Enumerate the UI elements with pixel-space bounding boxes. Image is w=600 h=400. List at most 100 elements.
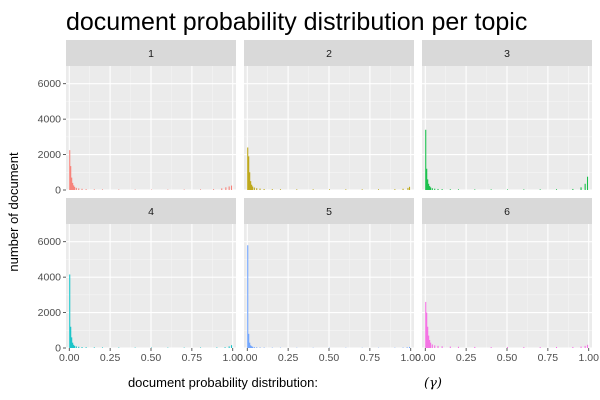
- histogram-bar: [587, 344, 589, 348]
- histogram-bar: [74, 186, 76, 190]
- histogram-bar: [69, 274, 71, 348]
- histogram-bar: [72, 182, 74, 190]
- histogram-bar: [253, 347, 255, 348]
- histogram-bar: [259, 188, 261, 190]
- histogram-bar: [430, 187, 432, 190]
- facet-panel-2: 2: [244, 40, 414, 191]
- histogram-bar: [580, 346, 582, 348]
- histogram-bar: [427, 179, 429, 190]
- histogram-bar: [231, 345, 233, 348]
- x-axis-title: document probability distribution:: [128, 375, 318, 390]
- histogram-bar: [259, 347, 261, 348]
- facet-panel-3: 3: [422, 40, 592, 191]
- histogram-bar: [247, 147, 249, 190]
- facet-strip: [66, 40, 236, 66]
- histogram-bar: [75, 346, 77, 348]
- x-tick-label: 1.00: [579, 352, 600, 364]
- facet-strip: [422, 198, 592, 224]
- histogram-bar: [437, 345, 439, 348]
- histogram-bar: [249, 342, 251, 348]
- facet-strip: [422, 40, 592, 66]
- histogram-bar: [250, 345, 252, 348]
- x-tick-label: 0.75: [538, 352, 559, 364]
- histogram-bar: [441, 189, 443, 190]
- histogram-bar: [216, 347, 218, 348]
- facet-strip-label: 3: [504, 48, 510, 60]
- histogram-bar: [425, 129, 427, 190]
- histogram-bar: [93, 347, 95, 348]
- histogram-bar: [428, 335, 430, 348]
- facet-panel-6: 6 0.00 0.25 0.50 0.75 1.00: [415, 198, 599, 364]
- histogram-bar: [70, 166, 72, 190]
- histogram-bar: [252, 186, 254, 190]
- histogram-bar: [221, 188, 223, 190]
- x-tick-label: 1.00: [223, 352, 244, 364]
- histogram-bar: [250, 181, 252, 190]
- histogram-bar: [252, 346, 254, 348]
- histogram-bar: [225, 187, 227, 190]
- histogram-bar: [251, 184, 253, 190]
- histogram-bar: [437, 188, 439, 190]
- histogram-bar: [256, 347, 258, 348]
- histogram-bar: [72, 342, 74, 348]
- x-tick-label: 0.25: [278, 352, 299, 364]
- facet-strip-label: 6: [504, 206, 510, 218]
- histogram-bar: [441, 346, 443, 348]
- histogram-bar: [71, 337, 73, 348]
- x-tick-label: 0.50: [319, 352, 340, 364]
- histogram-bar: [394, 189, 396, 190]
- histogram-bar: [74, 345, 76, 348]
- histogram-bar: [402, 188, 404, 190]
- histogram-bar: [490, 189, 492, 190]
- histogram-bar: [73, 344, 75, 348]
- x-tick-label: 0.00: [237, 352, 258, 364]
- y-tick-label: 2000: [38, 149, 62, 161]
- histogram-bar: [70, 326, 72, 348]
- histogram-bar: [312, 189, 314, 190]
- histogram-bar: [75, 187, 77, 190]
- histogram-bar: [490, 347, 492, 348]
- histogram-bar: [81, 347, 83, 348]
- histogram-bar: [407, 187, 409, 190]
- histogram-bar: [587, 176, 589, 190]
- facet-strip-label: 5: [326, 206, 332, 218]
- histogram-bar: [263, 189, 265, 190]
- histogram-bar: [85, 189, 87, 190]
- facet-strip: [244, 40, 414, 66]
- chart-title: document probability distribution per to…: [66, 8, 527, 36]
- y-axis-title: number of document: [6, 152, 21, 272]
- x-tick-label: 0.50: [497, 352, 518, 364]
- histogram-bar: [457, 189, 459, 190]
- histogram-bar: [409, 186, 411, 190]
- histogram-bar: [69, 150, 71, 190]
- histogram-bar: [425, 301, 427, 348]
- histogram-bar: [253, 187, 255, 190]
- histogram-bar: [431, 344, 433, 348]
- facet-strip-label: 1: [148, 48, 154, 60]
- histogram-bar: [228, 186, 230, 190]
- histogram-bar: [345, 189, 347, 190]
- facet-strip: [244, 198, 414, 224]
- facet-panel-5: 5 0.00 0.25 0.50 0.75 1.00: [237, 198, 421, 364]
- histogram-bar: [101, 347, 103, 348]
- histogram-bar: [523, 347, 525, 348]
- histogram-bar: [507, 347, 508, 348]
- histogram-bar: [556, 347, 558, 348]
- facet-panel-4: 4 0 2000 4000 6000 0.00 0.25 0.50 0.75 1.00: [38, 198, 243, 364]
- y-tick-label: 4000: [38, 114, 62, 126]
- histogram-bar: [248, 333, 250, 348]
- histogram-bar: [431, 188, 433, 190]
- y-tick-label: 4000: [38, 272, 62, 284]
- x-tick-label: 1.00: [401, 352, 422, 364]
- x-axis-title-symbol: (γ): [424, 376, 442, 391]
- x-tick-label: 0.75: [360, 352, 381, 364]
- histogram-bar: [409, 346, 411, 348]
- histogram-bar: [580, 187, 582, 190]
- x-tick-label: 0.25: [456, 352, 477, 364]
- histogram-bar: [256, 188, 258, 190]
- histogram-bar: [85, 347, 87, 348]
- y-tick-label: 2000: [38, 307, 62, 319]
- x-tick-label: 0.00: [59, 352, 80, 364]
- histogram-bar: [248, 156, 250, 190]
